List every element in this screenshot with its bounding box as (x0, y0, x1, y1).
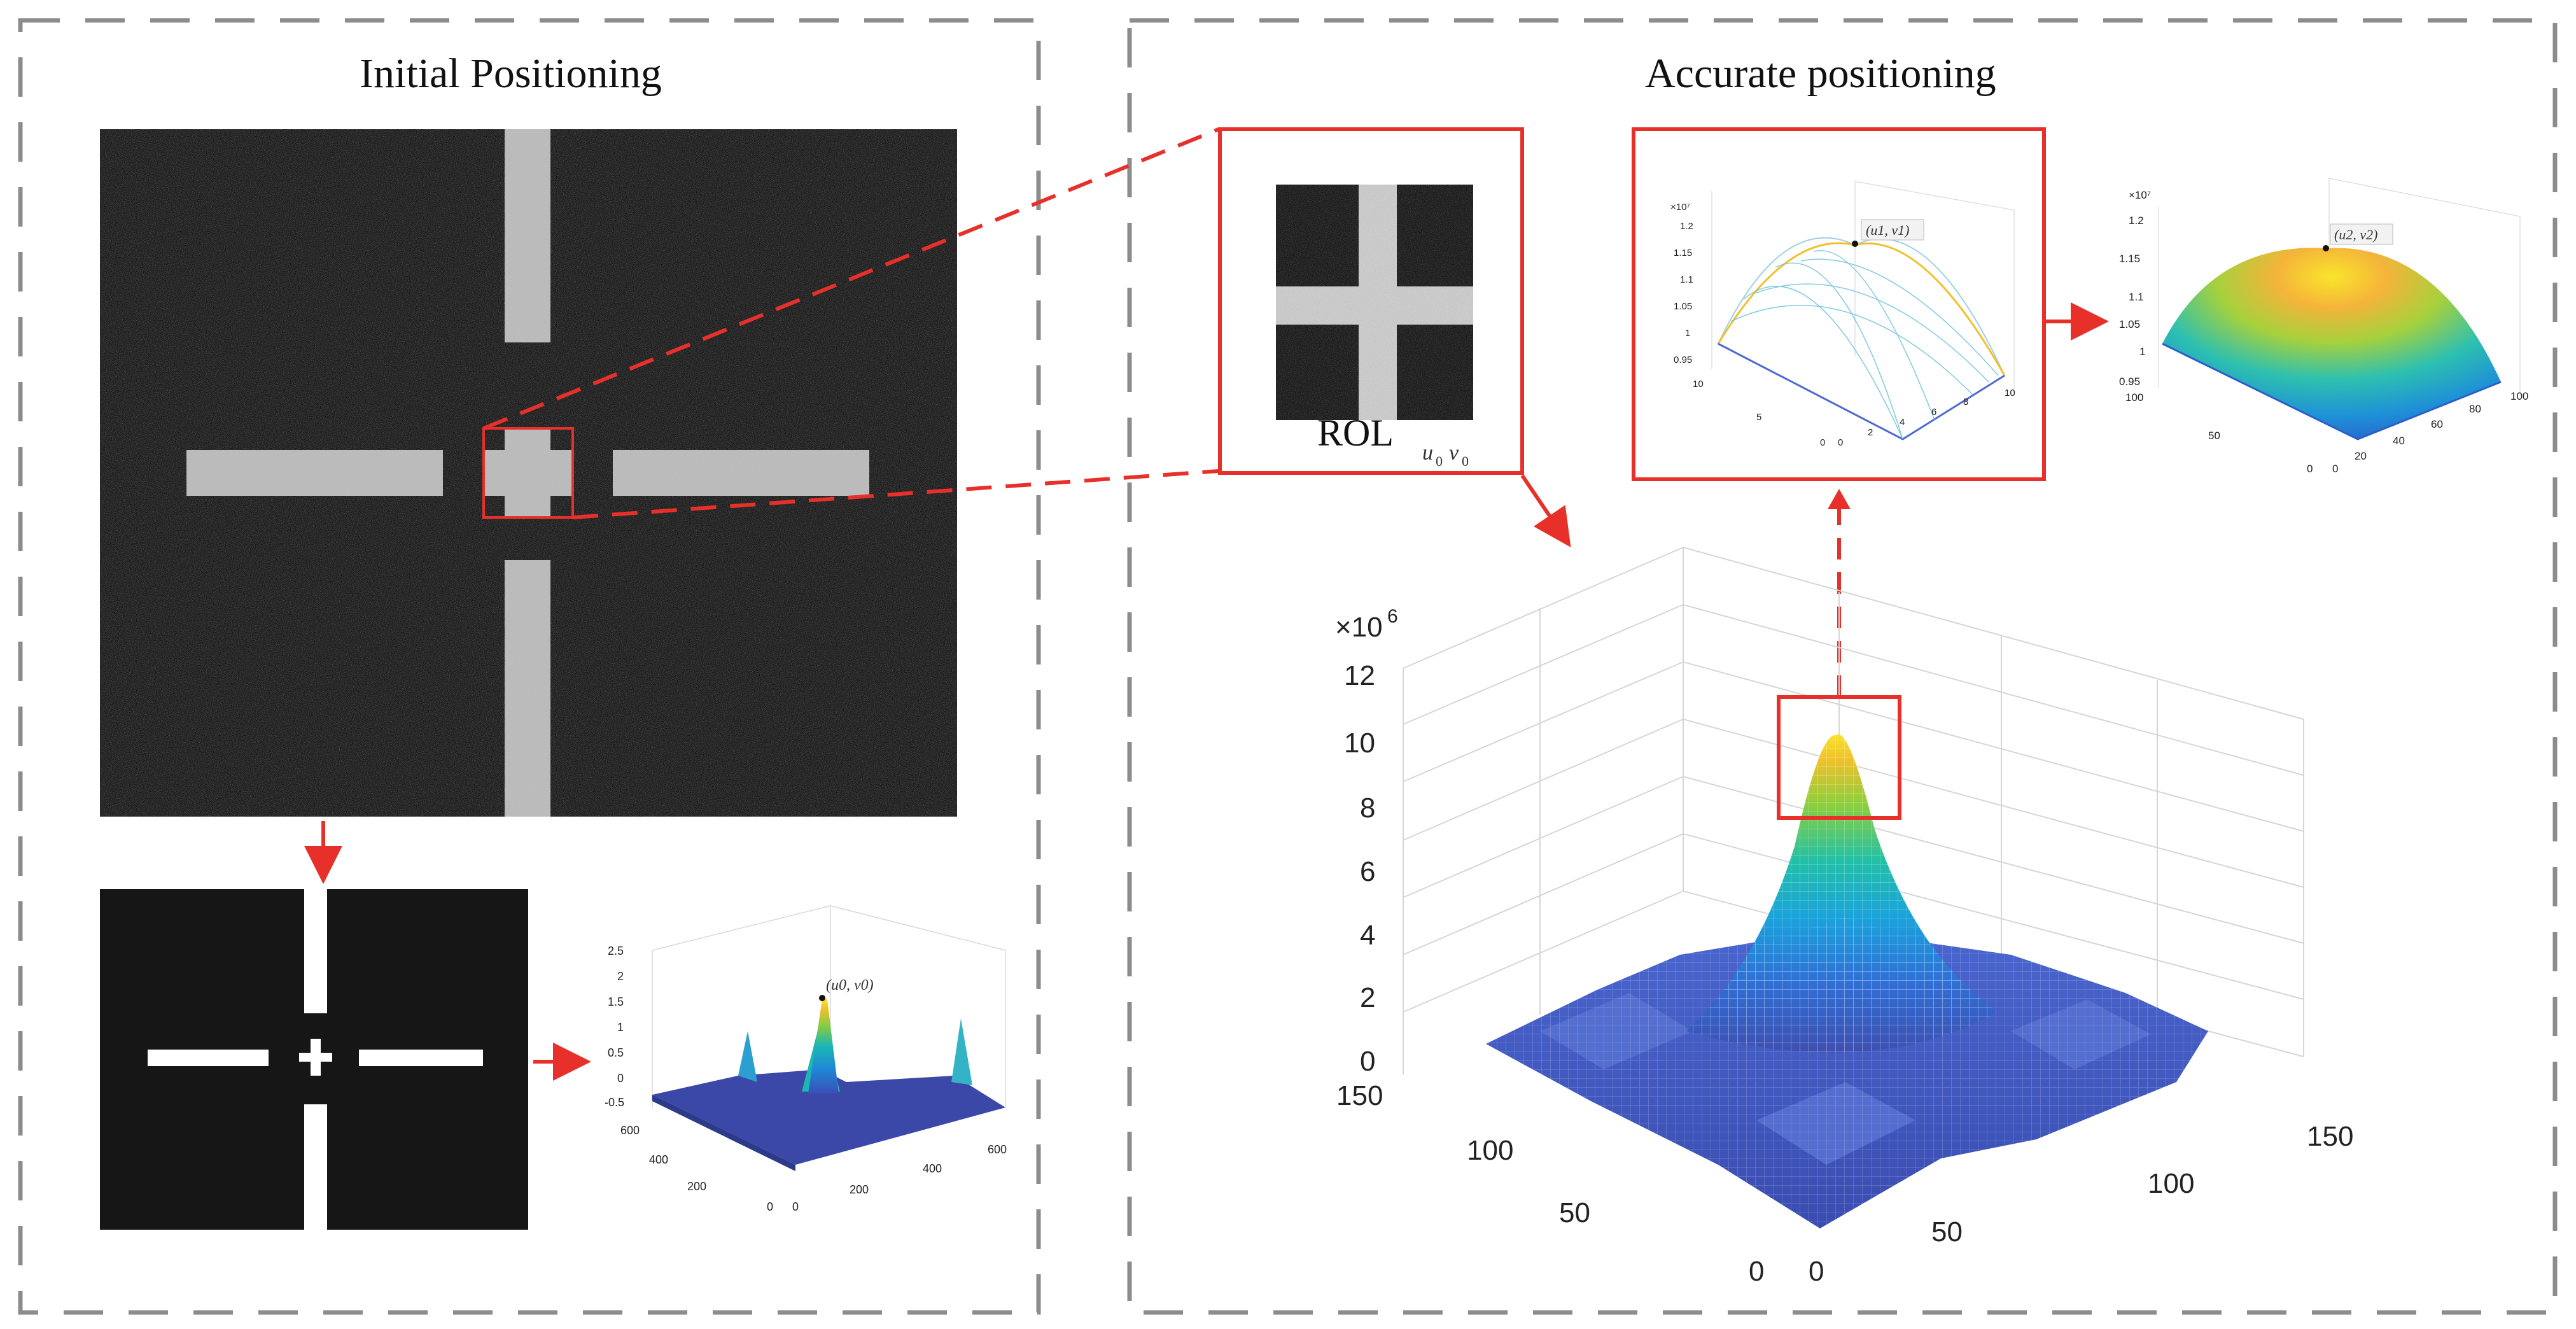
large-3d-plot: ×10 6 12 10 8 6 4 2 0 150 100 50 0 0 50 … (1335, 546, 2353, 1287)
surface-y-tick: 0 (2307, 463, 2313, 475)
initial-panel-title: Initial Positioning (360, 50, 662, 97)
large-x-tick: 150 (2307, 1121, 2353, 1152)
large-z-tick: 10 (1344, 728, 1375, 759)
surface-y-tick: 50 (2208, 430, 2220, 442)
surface-y-tick: 100 (2125, 391, 2143, 404)
initial-panel-border (18, 18, 1041, 1315)
surface-exponent: ×10⁷ (2129, 189, 2151, 201)
large-x-tick: 100 (2148, 1168, 2194, 1199)
large-y-tick: 150 (1336, 1080, 1383, 1111)
roi-zoom-box (1218, 127, 1524, 475)
roi-label-sub-v: v (1449, 441, 1459, 465)
surface-z-tick: 0.95 (2119, 376, 2140, 388)
small-z-tick: 0.5 (608, 1046, 624, 1059)
large-z-tick: 12 (1344, 660, 1375, 691)
mesh-plot-annotation: (u1, v1) (1866, 222, 1909, 238)
small-x-tick: 200 (850, 1183, 869, 1196)
mesh-z-tick: 1.15 (1674, 248, 1692, 258)
roi-label-sub-u-idx: 0 (1436, 453, 1443, 469)
binary-cross-image (100, 889, 528, 1230)
red-arrow-head-up (1828, 489, 1851, 509)
mesh-z-tick: 1 (1685, 328, 1690, 339)
surface-x-tick: 40 (2393, 435, 2405, 447)
peak-point-mesh (1852, 241, 1858, 247)
small-z-tick: 2.5 (608, 945, 624, 957)
large-z-tick: 4 (1360, 920, 1375, 951)
mesh-x-tick: 2 (1868, 427, 1873, 438)
mesh-z-tick: 0.95 (1674, 355, 1692, 365)
small-z-tick: 2 (617, 970, 624, 983)
mesh-x-tick: 0 (1838, 437, 1843, 448)
surface-x-tick: 100 (2510, 390, 2528, 402)
surface-x-tick: 80 (2469, 403, 2481, 415)
small-x-tick: 0 (792, 1200, 799, 1213)
mesh-x-tick: 10 (2005, 388, 2015, 398)
large-exponent-power: 6 (1387, 606, 1398, 627)
small-z-tick: 1.5 (608, 995, 624, 1008)
large-y-tick: 0 (1749, 1256, 1764, 1287)
surface-z-tick: 1.2 (2129, 214, 2144, 227)
large-z-tick: 8 (1360, 792, 1375, 824)
small-x-tick: 400 (923, 1162, 942, 1175)
large-z-tick: 0 (1360, 1046, 1375, 1077)
mesh-z-tick: 1.1 (1680, 274, 1693, 285)
mesh-x-tick: 8 (1963, 397, 1968, 407)
red-arrow-diagonal (1520, 474, 1571, 547)
small-z-tick: 0 (617, 1072, 624, 1085)
mesh-z-tick: 1.2 (1680, 221, 1693, 232)
small-z-tick: 1 (617, 1021, 624, 1034)
roi-label-sub-u: u (1422, 441, 1433, 465)
large-z-tick: 6 (1360, 856, 1375, 887)
large-y-tick: 100 (1467, 1135, 1513, 1166)
surface-z-tick: 1.05 (2119, 318, 2140, 330)
peak-zoom-box (1777, 695, 1901, 820)
small-3d-plot: (u0, v0) 2.5 2 1.5 1 0.5 0 -0.5 600 400 … (605, 905, 1007, 1213)
initial-roi-box (482, 427, 574, 519)
mesh-y-tick: 5 (1756, 412, 1761, 423)
large-x-tick: 0 (1809, 1256, 1824, 1287)
peak-point-surface (2323, 245, 2329, 251)
small-y-tick: 200 (687, 1180, 706, 1193)
small-plot-annotation: (u0, v0) (826, 977, 874, 994)
small-y-tick: 400 (649, 1153, 668, 1166)
dashed-connector-top (482, 127, 1220, 430)
accurate-panel-title: Accurate positioning (1645, 50, 1996, 97)
small-z-tick: -0.5 (605, 1096, 624, 1109)
mesh-exponent: ×10⁷ (1670, 202, 1690, 213)
mesh-x-tick: 4 (1900, 417, 1905, 428)
surface-plot-annotation: (u2, v2) (2334, 227, 2377, 243)
peak-point-small (819, 995, 825, 1001)
surface-z-tick: 1 (2139, 346, 2145, 358)
surface-z-tick: 1.15 (2119, 253, 2140, 265)
surface-z-tick: 1.1 (2129, 291, 2144, 303)
mesh-z-tick: 1.05 (1674, 301, 1692, 312)
mesh-x-tick: 6 (1931, 407, 1936, 418)
surface-x-tick: 0 (2332, 463, 2338, 475)
small-y-tick: 0 (767, 1200, 773, 1213)
mesh-y-tick: 0 (1820, 437, 1825, 448)
large-exponent-base: ×10 (1335, 612, 1383, 643)
large-z-tick: 2 (1360, 982, 1375, 1013)
mesh-plot-box: (u1, v1) ×10⁷ 1.2 1.15 1.1 1.05 1 0.95 1… (1632, 127, 2046, 481)
surface-x-tick: 20 (2355, 450, 2367, 462)
large-x-tick: 50 (1931, 1216, 1963, 1248)
surface-plot: (u2, v2) ×10⁷ 1.2 1.15 1.1 1.05 1 0.95 1… (2119, 178, 2528, 475)
noisy-cross-image (100, 129, 957, 817)
roi-label-sub-v-idx: 0 (1462, 453, 1469, 469)
roi-label-main: ROL (1317, 412, 1394, 454)
small-y-tick: 600 (620, 1124, 640, 1137)
small-x-tick: 600 (988, 1143, 1007, 1156)
dashed-connector-bottom (572, 469, 1219, 519)
mesh-y-tick: 10 (1693, 379, 1704, 390)
large-y-tick: 50 (1559, 1197, 1590, 1228)
surface-x-tick: 60 (2431, 418, 2443, 430)
